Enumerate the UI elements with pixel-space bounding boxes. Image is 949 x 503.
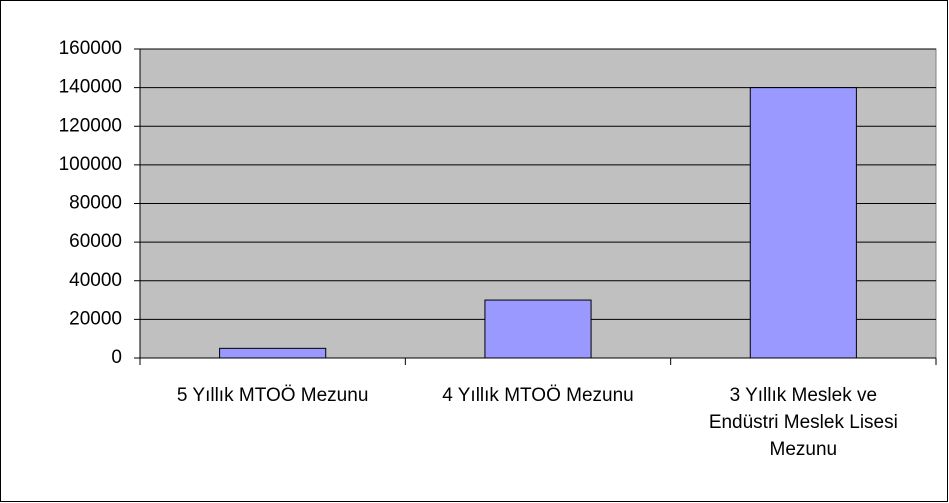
x-tick-label: 4 Yıllık MTOÖ Mezunu	[442, 385, 634, 406]
x-tick-label: 3 Yıllık Meslek ve Endüstri Meslek Lises…	[708, 385, 898, 460]
y-tick-label: 80000	[69, 193, 122, 214]
bar	[219, 347, 327, 359]
bar	[749, 87, 857, 359]
y-tick-label: 160000	[59, 38, 122, 59]
y-tick-label: 100000	[59, 154, 122, 175]
y-tick-label: 40000	[69, 270, 122, 291]
y-tick-label: 20000	[69, 308, 122, 329]
bar	[484, 299, 592, 359]
x-tick-label: 5 Yıllık MTOÖ Mezunu	[176, 385, 369, 406]
y-tick-label: 120000	[59, 115, 122, 136]
y-tick-label: 60000	[69, 231, 122, 252]
y-tick-label: 140000	[59, 77, 122, 98]
y-tick-label: 0	[111, 347, 122, 368]
